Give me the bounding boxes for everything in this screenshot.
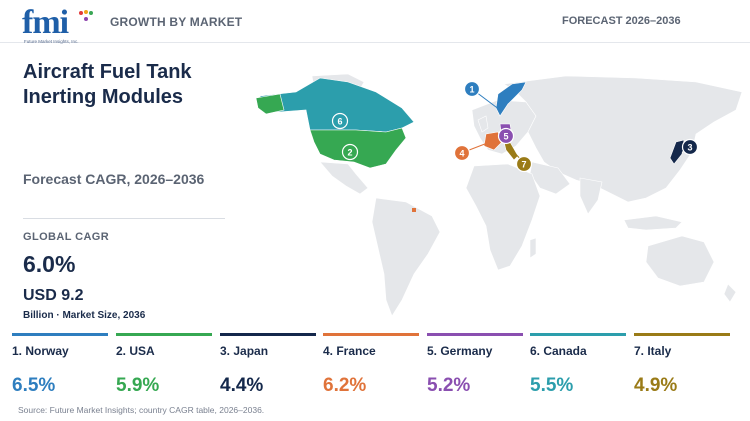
country-color-bar	[12, 333, 108, 336]
map-marker-japan[interactable]: 3	[681, 138, 699, 156]
country-name: 7. Italy	[634, 344, 672, 358]
market-size-value: USD 9.2	[23, 287, 84, 304]
country-color-bar	[427, 333, 523, 336]
new-zealand-shape	[723, 283, 737, 303]
global-cagr-value: 6.0%	[23, 251, 76, 277]
country-card: 2. USA 5.9%	[116, 333, 212, 397]
caribbean-mark	[412, 208, 416, 212]
norway-shape	[495, 81, 527, 117]
logo-text: fmi	[22, 4, 69, 41]
source-note: Source: Future Market Insights; country …	[18, 405, 265, 415]
marker-number: 7	[521, 160, 526, 170]
country-name: 4. France	[323, 344, 376, 358]
marker-circle	[341, 143, 359, 161]
global-cagr-label: GLOBAL CAGR	[23, 231, 110, 243]
madagascar-shape	[529, 237, 537, 259]
country-name: 2. USA	[116, 344, 155, 358]
country-name: 3. Japan	[220, 344, 269, 358]
indonesia-shape	[623, 215, 683, 231]
usa-shape	[309, 127, 407, 169]
country-color-bar	[220, 333, 316, 336]
market-size-caption: Billion · Market Size, 2036	[23, 310, 146, 321]
forecast-cagr-label: Forecast CAGR, 2026–2036	[23, 171, 205, 187]
country-name: 1. Norway	[12, 344, 69, 358]
country-cagr-value: 5.5%	[530, 375, 574, 396]
marker-number: 4	[459, 149, 464, 159]
world-map: 1 2 3 4 5 6 7	[255, 73, 743, 317]
fmi-logo[interactable]: fmi Future Market Insights, Inc.	[22, 4, 94, 44]
marker-circle	[515, 155, 533, 173]
country-color-bar	[634, 333, 730, 336]
logo-subtitle: Future Market Insights, Inc.	[24, 39, 79, 44]
map-marker-italy[interactable]: 7	[515, 155, 533, 173]
marker-circle	[497, 127, 515, 145]
africa-shape	[465, 163, 541, 271]
country-card: 1. Norway 6.5%	[12, 333, 108, 397]
country-card: 7. Italy 4.9%	[634, 333, 730, 397]
marker-circle	[453, 144, 471, 162]
country-cagr-value: 5.9%	[116, 375, 160, 396]
divider	[23, 218, 225, 219]
country-card: 5. Germany 5.2%	[427, 333, 523, 397]
country-color-bar	[530, 333, 626, 336]
country-cagr-value: 6.2%	[323, 375, 367, 396]
country-name: 5. Germany	[427, 344, 493, 358]
marker-number: 1	[469, 85, 474, 95]
section-label: GROWTH BY MARKET	[110, 15, 243, 29]
map-marker-norway[interactable]: 1	[463, 80, 481, 98]
forecast-period: FORECAST 2026–2036	[562, 15, 681, 27]
australia-shape	[645, 235, 715, 287]
map-marker-usa[interactable]: 2	[341, 143, 359, 161]
alaska-shape	[255, 93, 285, 115]
country-color-bar	[116, 333, 212, 336]
marker-circle	[681, 138, 699, 156]
page-title: Aircraft Fuel Tank Inerting Modules	[23, 61, 192, 108]
marker-number: 3	[687, 143, 692, 153]
country-cagr-value: 6.5%	[12, 375, 56, 396]
marker-circle	[331, 112, 349, 130]
map-marker-france[interactable]: 4	[453, 144, 471, 162]
country-card: 3. Japan 4.4%	[220, 333, 316, 397]
country-cagr-value: 5.2%	[427, 375, 471, 396]
country-cagr-strip: 1. Norway 6.5% 2. USA 5.9% 3. Japan 4.4% 4. Fr…	[12, 333, 737, 403]
uk-shape	[477, 115, 489, 133]
country-cagr-value: 4.4%	[220, 375, 264, 396]
country-card: 6. Canada 5.5%	[530, 333, 626, 397]
south-america-shape	[371, 197, 441, 317]
marker-number: 2	[347, 148, 352, 158]
logo-people-icon	[79, 10, 93, 21]
header-bar: fmi Future Market Insights, Inc. GROWTH …	[0, 0, 750, 44]
marker-number: 5	[503, 132, 508, 142]
mexico-shape	[319, 161, 369, 195]
map-marker-germany[interactable]: 5	[497, 127, 515, 145]
japan-shape	[669, 139, 685, 165]
marker-number: 6	[337, 117, 342, 127]
marker-circle	[463, 80, 481, 98]
country-card: 4. France 6.2%	[323, 333, 419, 397]
india-shape	[579, 177, 603, 215]
asia-shape	[503, 75, 743, 203]
country-color-bar	[323, 333, 419, 336]
map-marker-canada[interactable]: 6	[331, 112, 349, 130]
country-cagr-value: 4.9%	[634, 375, 678, 396]
country-name: 6. Canada	[530, 344, 587, 358]
